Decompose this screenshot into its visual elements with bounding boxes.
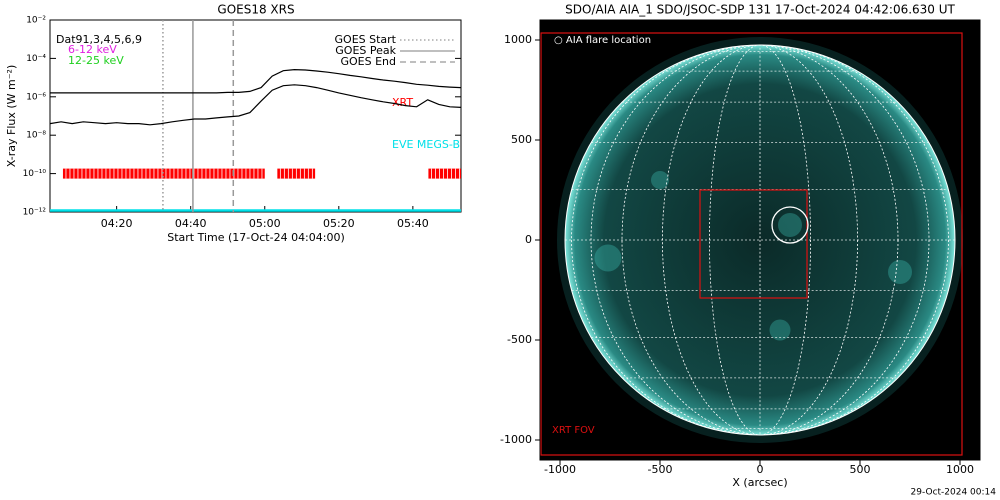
active-region: [594, 244, 622, 272]
x-tick-label: 500: [850, 463, 871, 476]
chart-title: SDO/AIA AIA_1 SDO/JSOC-SDP 131 17-Oct-20…: [565, 3, 955, 17]
legend-entry: GOES End: [340, 55, 396, 68]
active-region: [888, 260, 912, 284]
y-tick-label: 10⁻¹⁰: [23, 169, 47, 179]
xrt-fov-box: [540, 32, 963, 456]
xrt-coverage: [428, 168, 461, 179]
flare-label: ○ AIA flare location: [554, 35, 651, 46]
longitude-line: [571, 45, 949, 435]
legend-entry: 6-12 keV: [68, 43, 117, 56]
y-tick-label: 10⁻¹²: [23, 208, 47, 218]
limb: [564, 44, 956, 436]
xrt-pointing-box: [699, 189, 808, 299]
x-tick-label: -500: [648, 463, 673, 476]
x-tick-label: 05:20: [323, 217, 355, 230]
x-tick-label: 05:40: [397, 217, 429, 230]
series-line: [50, 68, 461, 94]
chart-title: GOES18 XRS: [217, 3, 294, 17]
longitude-line: [590, 45, 930, 435]
xrt-coverage: [62, 168, 265, 179]
y-tick-label: -500: [507, 333, 532, 346]
fov-label: XRT FOV: [552, 425, 595, 436]
series-line: [50, 84, 461, 126]
x-tick-label: 0: [757, 463, 764, 476]
x-axis-label: X (arcsec): [732, 476, 787, 489]
x-tick-label: 04:20: [101, 217, 133, 230]
y-tick-label: 0: [525, 233, 532, 246]
y-tick-label: -1000: [500, 433, 532, 446]
legend-title: Dat91,3,4,5,6,9: [56, 33, 142, 46]
active-region: [651, 171, 669, 189]
plot-frame: [49, 19, 462, 213]
eve-label: EVE MEGS-B: [392, 138, 460, 151]
xrt-label: XRT: [392, 96, 413, 109]
y-tick-label: 10⁻⁶: [26, 92, 46, 102]
x-axis-label: Start Time (17-Oct-24 04:04:00): [167, 231, 345, 244]
y-tick-label: 10⁻²: [26, 16, 46, 26]
x-tick-label: -1000: [544, 463, 576, 476]
legend-entry: GOES Peak: [335, 44, 396, 57]
y-tick-label: 10⁻⁴: [26, 54, 46, 64]
legend-entry: GOES Start: [335, 33, 397, 46]
x-tick-label: 1000: [946, 463, 974, 476]
active-region: [769, 319, 791, 341]
x-tick-label: 05:00: [249, 217, 281, 230]
active-region: [778, 213, 802, 237]
x-tick-label: 04:40: [175, 217, 207, 230]
y-tick-label: 500: [511, 133, 532, 146]
y-tick-label: 10⁻⁸: [26, 131, 46, 141]
y-axis-label: X-ray Flux (W m⁻²): [5, 65, 18, 167]
flare-location: [771, 206, 809, 244]
legend-entry: 12-25 keV: [68, 54, 124, 67]
footer-date: 29-Oct-2024 00:14: [911, 488, 997, 498]
y-tick-label: 1000: [504, 33, 532, 46]
